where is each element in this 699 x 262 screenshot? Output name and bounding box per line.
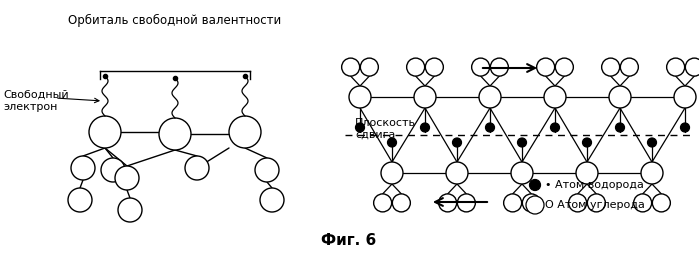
Circle shape [229,116,261,148]
Circle shape [426,58,443,76]
Circle shape [452,138,461,147]
Circle shape [685,58,699,76]
Text: Свободный
электрон: Свободный электрон [3,90,69,112]
Circle shape [479,86,501,108]
Circle shape [551,123,559,132]
Text: O Атом углерода: O Атом углерода [545,200,645,210]
Circle shape [439,194,456,212]
Circle shape [446,162,468,184]
Text: • Атом водорода: • Атом водорода [545,180,644,190]
Circle shape [555,58,573,76]
Circle shape [457,194,475,212]
Circle shape [674,86,696,108]
Circle shape [641,162,663,184]
Circle shape [620,58,638,76]
Circle shape [569,194,586,212]
Circle shape [361,58,378,76]
Text: Плоскость
сдвига: Плоскость сдвига [355,118,416,140]
Circle shape [522,194,540,212]
Circle shape [602,58,619,76]
Circle shape [616,123,624,132]
Circle shape [392,194,410,212]
Text: Орбиталь свободной валентности: Орбиталь свободной валентности [69,14,282,27]
Circle shape [255,158,279,182]
Circle shape [652,194,670,212]
Circle shape [159,118,191,150]
Circle shape [421,123,429,132]
Circle shape [185,156,209,180]
Circle shape [101,158,125,182]
Circle shape [472,58,490,76]
Circle shape [68,188,92,212]
Circle shape [530,179,540,190]
Circle shape [537,58,554,76]
Circle shape [526,196,544,214]
Circle shape [587,194,605,212]
Circle shape [609,86,631,108]
Circle shape [342,58,360,76]
Circle shape [356,123,364,132]
Circle shape [647,138,656,147]
Circle shape [374,194,391,212]
Circle shape [582,138,591,147]
Circle shape [387,138,396,147]
Circle shape [544,86,566,108]
Circle shape [260,188,284,212]
Circle shape [71,156,95,180]
Circle shape [667,58,684,76]
Circle shape [511,162,533,184]
Circle shape [634,194,651,212]
Circle shape [414,86,436,108]
Circle shape [517,138,526,147]
Circle shape [504,194,521,212]
Circle shape [486,123,494,132]
Circle shape [491,58,508,76]
Circle shape [115,166,139,190]
Circle shape [576,162,598,184]
Circle shape [681,123,689,132]
Circle shape [381,162,403,184]
Circle shape [349,86,371,108]
Circle shape [407,58,425,76]
Circle shape [118,198,142,222]
Text: Фиг. 6: Фиг. 6 [322,233,377,248]
Circle shape [89,116,121,148]
